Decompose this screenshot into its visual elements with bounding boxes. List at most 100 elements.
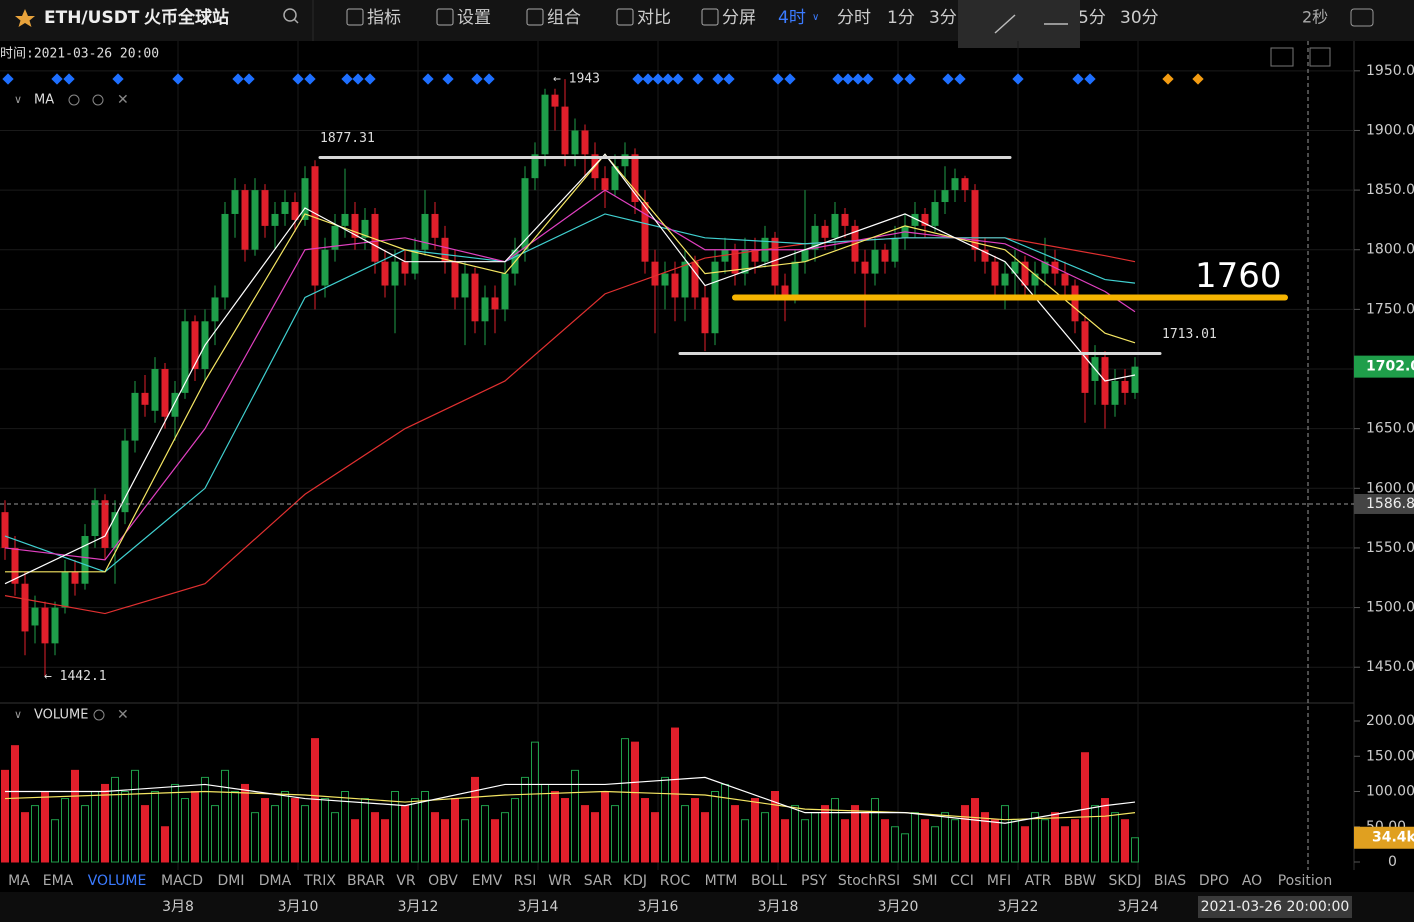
indicator-label: MA: [34, 93, 54, 108]
candle-body: [61, 571, 69, 608]
indicator-tab[interactable]: PSY: [801, 873, 827, 889]
candle-body: [81, 536, 89, 584]
indicator-tab[interactable]: EMA: [43, 873, 74, 889]
volume-bar: [191, 791, 199, 863]
trend-tool[interactable]: [994, 14, 1016, 34]
indicator-tab[interactable]: SKDJ: [1109, 873, 1142, 889]
indicator-tab[interactable]: SMI: [912, 873, 937, 889]
indicator-tab[interactable]: VR: [396, 873, 416, 889]
indicator-tab[interactable]: MA: [8, 873, 30, 889]
indicator-tab[interactable]: CCI: [950, 873, 974, 889]
interval[interactable]: 分时: [837, 8, 871, 28]
symbol[interactable]: ETH/USDT: [44, 8, 140, 28]
indicator-tab[interactable]: MACD: [161, 873, 203, 889]
indicator-tab[interactable]: WR: [548, 873, 572, 889]
search-icon[interactable]: [283, 8, 297, 22]
indicator-tab[interactable]: TRIX: [303, 873, 336, 889]
menu-item[interactable]: 对比: [637, 8, 671, 28]
volume-bar: [911, 812, 919, 863]
indicator-tab[interactable]: Position: [1278, 873, 1333, 889]
candle-body: [251, 190, 259, 250]
collapse-icon[interactable]: ∨: [14, 93, 22, 106]
level-label: 1713.01: [1162, 327, 1217, 342]
volume-bar: [521, 776, 529, 863]
interval[interactable]: 1分: [887, 8, 915, 28]
indicator-tab[interactable]: AO: [1242, 873, 1262, 889]
volume-bar: [221, 769, 229, 863]
interval[interactable]: 30分: [1120, 8, 1159, 28]
indicator-tab[interactable]: BOLL: [751, 873, 787, 889]
candle-body: [121, 440, 129, 513]
indicator-tab[interactable]: DMI: [218, 873, 245, 889]
menu-icon: [701, 8, 719, 26]
indicator-tab[interactable]: KDJ: [623, 873, 647, 889]
indicator-tab[interactable]: EMV: [472, 873, 503, 889]
gear-icon[interactable]: [93, 709, 105, 721]
indicator-tab[interactable]: MTM: [705, 873, 738, 889]
indicator-tab[interactable]: RSI: [514, 873, 537, 889]
y-tick-label: 1850.00: [1366, 182, 1414, 198]
interval[interactable]: 5分: [1078, 8, 1106, 28]
ma-line: [4, 790, 1136, 821]
favorite-icon[interactable]: [15, 9, 35, 27]
menu-item[interactable]: 设置: [457, 8, 491, 28]
y-tick-label: 1750.00: [1366, 301, 1414, 317]
close-icon[interactable]: ✕: [117, 707, 129, 723]
x-tick-label: 3月22: [998, 899, 1039, 915]
menu-item[interactable]: 指标: [367, 8, 401, 28]
candle-body: [531, 154, 539, 179]
candle-body: [321, 249, 329, 286]
indicator-tab[interactable]: DPO: [1199, 873, 1229, 889]
candle-body: [621, 154, 629, 167]
indicator-tab[interactable]: SAR: [584, 873, 613, 889]
fullscreen-icon[interactable]: [1309, 47, 1331, 67]
candle-body: [691, 261, 699, 298]
indicator-tab[interactable]: ROC: [660, 873, 691, 889]
indicator-tab[interactable]: BIAS: [1154, 873, 1186, 889]
volume-bar: [1051, 812, 1059, 863]
volume-bar: [81, 805, 89, 863]
candle-body: [421, 213, 429, 250]
eye-icon[interactable]: [68, 94, 80, 106]
close-icon[interactable]: ✕: [117, 92, 129, 108]
indicator-tab[interactable]: StochRSI: [838, 873, 900, 889]
indicator-tab[interactable]: DMA: [259, 873, 292, 889]
candle-body: [771, 237, 779, 286]
gear-icon[interactable]: [92, 94, 104, 106]
candle-body: [261, 190, 269, 226]
candle-body: [461, 273, 469, 298]
indicator-tab[interactable]: OBV: [428, 873, 458, 889]
volume-bar: [431, 812, 439, 863]
indicator-tab[interactable]: BRAR: [347, 873, 385, 889]
candle-body: [41, 607, 49, 644]
volume-bar: [691, 798, 699, 863]
indicator-tab[interactable]: BBW: [1064, 873, 1097, 889]
layout-icon[interactable]: [1270, 47, 1294, 67]
signal: [51, 73, 63, 85]
indicator-tab[interactable]: VOLUME: [88, 873, 147, 889]
collapse-icon[interactable]: ∨: [14, 708, 22, 721]
y-tick-label: 1550.00: [1366, 540, 1414, 556]
candle-body: [131, 392, 139, 441]
exchange[interactable]: 火币全球站: [144, 7, 229, 28]
volume-tick-label: 200.00: [1366, 713, 1414, 729]
indicator-tab[interactable]: ATR: [1025, 873, 1052, 889]
last-price-label: 1702.00: [1366, 359, 1414, 375]
candle-body: [981, 249, 989, 262]
volume-label: VOLUME: [34, 708, 88, 723]
interval[interactable]: 3分: [929, 8, 957, 28]
candle-body: [1, 512, 9, 548]
menu-item[interactable]: 组合: [547, 8, 581, 28]
menu-item[interactable]: 分屏: [722, 8, 756, 28]
indicator-tab[interactable]: MFI: [987, 873, 1011, 889]
x-tick-label: 3月18: [758, 899, 799, 915]
interval[interactable]: 4时: [778, 8, 806, 28]
camera-icon[interactable]: [1350, 8, 1374, 27]
level-label: 1760: [1195, 256, 1282, 296]
last-price-tag: [1354, 355, 1414, 378]
volume-bar: [951, 819, 959, 863]
signal: [1084, 73, 1096, 85]
volume-bar: [441, 819, 449, 863]
candle-body: [791, 261, 799, 298]
candle-body: [491, 297, 499, 310]
